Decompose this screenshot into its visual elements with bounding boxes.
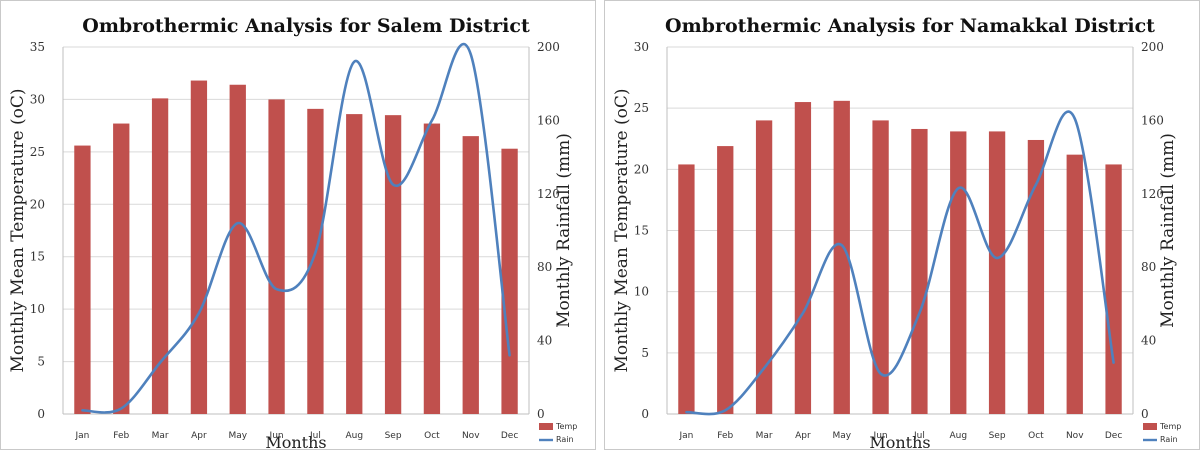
x-tick-label: Sep (989, 431, 1006, 441)
y-tick-label-left: 20 (634, 162, 649, 176)
x-tick-label: Apr (191, 431, 207, 441)
y-tick-label-right: 80 (1141, 260, 1156, 274)
x-axis-label: Months (265, 433, 326, 451)
x-tick-label: Oct (424, 431, 440, 441)
bar-temp-jul (307, 109, 323, 414)
y-tick-label-right: 0 (1141, 407, 1149, 421)
x-tick-label: Nov (1066, 431, 1084, 441)
y-tick-label-left: 20 (30, 197, 45, 211)
y-tick-label-left: 0 (641, 407, 649, 421)
bar-temp-nov (463, 136, 479, 414)
x-tick-label: Mar (756, 431, 773, 441)
x-tick-label: Jan (74, 431, 89, 441)
bar-temp-apr (795, 102, 811, 414)
x-tick-label: May (832, 431, 851, 441)
y-tick-label-right: 160 (537, 113, 560, 127)
y-axis-label-right: Monthly Rainfall (mm) (554, 133, 574, 328)
x-tick-label: Nov (462, 431, 480, 441)
bar-temp-jul (911, 129, 927, 414)
y-tick-label-left: 15 (30, 250, 45, 264)
bar-temp-sep (385, 115, 401, 414)
bar-temp-nov (1067, 155, 1083, 414)
line-rain (686, 112, 1113, 415)
y-tick-label-right: 0 (537, 407, 545, 421)
chart-title: Ombrothermic Analysis for Salem District (82, 15, 530, 37)
y-axis-label-left: Monthly Mean Temperature (oC) (612, 88, 632, 372)
x-tick-label: Dec (501, 431, 518, 441)
bar-temp-aug (950, 131, 966, 414)
x-tick-label: May (228, 431, 247, 441)
x-tick-label: Feb (113, 431, 129, 441)
y-tick-label-right: 200 (537, 40, 560, 54)
x-tick-label: Jan (678, 431, 693, 441)
legend-label-rain: Rain (1160, 435, 1178, 444)
x-tick-label: Feb (717, 431, 733, 441)
y-tick-label-left: 5 (641, 346, 649, 360)
bar-temp-aug (346, 114, 362, 414)
legend-label-temp: Temp (555, 422, 577, 431)
y-tick-label-right: 160 (1141, 113, 1164, 127)
x-axis-label: Months (869, 433, 930, 451)
y-axis-label-left: Monthly Mean Temperature (oC) (8, 88, 28, 372)
bar-temp-jun (872, 120, 888, 414)
y-tick-label-left: 25 (634, 101, 649, 115)
x-tick-label: Dec (1105, 431, 1122, 441)
y-tick-label-left: 15 (634, 224, 649, 238)
bar-temp-apr (191, 81, 207, 414)
x-tick-label: Aug (345, 431, 363, 441)
y-tick-label-right: 40 (1141, 334, 1156, 348)
bar-temp-feb (717, 146, 733, 414)
bar-temp-may (230, 85, 246, 414)
legend-swatch-temp (1143, 423, 1157, 430)
bar-temp-oct (1028, 140, 1044, 414)
y-tick-label-left: 10 (634, 285, 649, 299)
y-tick-label-left: 25 (30, 145, 45, 159)
chart-title: Ombrothermic Analysis for Namakkal Distr… (665, 15, 1155, 37)
x-tick-label: Mar (152, 431, 169, 441)
y-axis-label-right: Monthly Rainfall (mm) (1158, 133, 1178, 328)
x-tick-label: Sep (385, 431, 402, 441)
y-tick-label-right: 40 (537, 334, 552, 348)
bar-temp-jan (678, 164, 694, 414)
x-tick-label: Aug (949, 431, 967, 441)
bar-temp-jan (74, 146, 90, 414)
y-tick-label-left: 5 (37, 355, 45, 369)
legend-label-temp: Temp (1159, 422, 1181, 431)
bar-temp-dec (1105, 164, 1121, 414)
legend-label-rain: Rain (556, 435, 574, 444)
bar-temp-mar (152, 98, 168, 414)
legend: Temp Rain (1143, 422, 1181, 444)
legend: Temp Rain (539, 422, 577, 444)
bar-temp-feb (113, 124, 129, 414)
y-tick-label-left: 10 (30, 302, 45, 316)
legend-swatch-temp (539, 423, 553, 430)
y-tick-label-left: 0 (37, 407, 45, 421)
y-tick-label-right: 80 (537, 260, 552, 274)
x-tick-label: Oct (1028, 431, 1044, 441)
y-tick-label-left: 30 (634, 40, 649, 54)
x-tick-label: Apr (795, 431, 811, 441)
y-tick-label-left: 30 (30, 92, 45, 106)
bar-temp-oct (424, 124, 440, 414)
bar-temp-dec (501, 149, 517, 414)
y-tick-label-left: 35 (30, 40, 45, 54)
bar-temp-jun (268, 99, 284, 414)
bar-temp-sep (989, 131, 1005, 414)
y-tick-label-right: 200 (1141, 40, 1164, 54)
